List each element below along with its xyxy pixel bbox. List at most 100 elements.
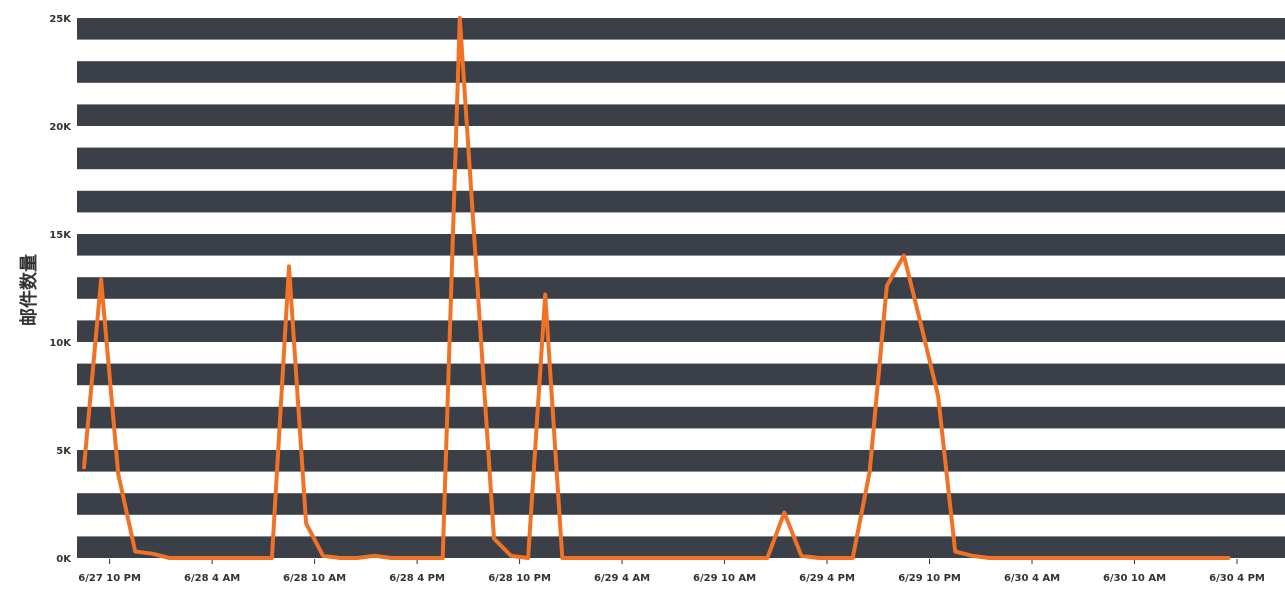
grid-band xyxy=(77,61,1285,83)
y-tick-label: 20K xyxy=(49,122,72,133)
grid-band xyxy=(77,320,1285,342)
data-point xyxy=(732,557,734,559)
grid-band xyxy=(77,190,1285,213)
x-tick-label: 6/28 10 AM xyxy=(283,573,346,584)
data-point xyxy=(134,550,137,553)
grid-band xyxy=(77,18,1285,40)
data-point xyxy=(817,557,820,559)
data-point xyxy=(493,537,495,540)
data-point xyxy=(1091,557,1093,559)
data-point xyxy=(544,293,546,296)
data-point xyxy=(561,557,564,559)
data-point xyxy=(783,511,786,514)
x-tick-label: 6/27 10 PM xyxy=(78,573,141,584)
data-point xyxy=(339,557,342,559)
data-point xyxy=(254,557,256,559)
y-tick-label: 15K xyxy=(49,230,72,241)
data-point xyxy=(1073,557,1076,559)
grid-band xyxy=(77,450,1285,472)
data-point xyxy=(886,285,888,287)
data-point xyxy=(612,557,615,559)
grid-band xyxy=(77,363,1285,386)
data-point xyxy=(219,557,222,559)
data-point xyxy=(971,555,974,557)
y-tick-label: 0K xyxy=(56,554,72,565)
data-point xyxy=(851,557,854,559)
y-tick-label: 5K xyxy=(56,446,72,457)
data-point xyxy=(749,557,751,559)
data-point xyxy=(527,557,529,559)
data-point xyxy=(441,557,444,559)
y-tick-label: 10K xyxy=(49,338,72,349)
data-point xyxy=(1022,557,1025,559)
data-point xyxy=(117,472,119,475)
x-tick-label: 6/28 10 PM xyxy=(488,573,551,584)
data-point xyxy=(834,557,837,559)
data-point xyxy=(800,555,803,557)
series-group xyxy=(82,16,1231,560)
data-point xyxy=(1039,557,1042,559)
x-tick-label: 6/30 4 AM xyxy=(1004,573,1060,584)
data-point xyxy=(185,557,188,559)
data-point xyxy=(920,323,922,326)
data-point xyxy=(322,555,324,557)
data-point xyxy=(1056,557,1059,559)
grid-band xyxy=(77,536,1285,558)
grid-bands xyxy=(77,18,1285,558)
data-point xyxy=(236,557,239,559)
data-point xyxy=(271,557,273,559)
data-point xyxy=(988,557,991,559)
data-point xyxy=(578,557,581,559)
grid-band xyxy=(77,406,1285,429)
x-tick-label: 6/30 4 PM xyxy=(1209,573,1265,584)
x-tick-label: 6/28 4 PM xyxy=(389,573,445,584)
y-tick-label: 25K xyxy=(49,14,72,25)
data-point xyxy=(663,557,666,559)
data-point xyxy=(629,557,632,559)
data-point xyxy=(83,466,85,469)
data-point xyxy=(681,557,683,559)
data-point xyxy=(595,557,598,559)
grid-band xyxy=(77,234,1285,256)
x-tick-label: 6/28 4 AM xyxy=(184,573,240,584)
x-tick-label: 6/29 10 AM xyxy=(693,573,756,584)
data-point xyxy=(1142,557,1144,559)
data-point xyxy=(390,557,393,559)
x-tick-label: 6/29 10 PM xyxy=(898,573,961,584)
data-point xyxy=(1176,557,1179,559)
data-point xyxy=(288,265,290,268)
data-point xyxy=(476,276,478,279)
grid-band xyxy=(77,147,1285,170)
data-point xyxy=(715,557,717,559)
data-point xyxy=(698,557,700,559)
data-point xyxy=(202,557,205,559)
data-point xyxy=(1159,557,1161,559)
series-line xyxy=(82,16,1231,560)
data-point xyxy=(458,17,461,19)
x-tick-label: 6/29 4 AM xyxy=(594,573,650,584)
data-point xyxy=(1125,557,1127,559)
data-point xyxy=(903,254,905,257)
data-point xyxy=(407,557,410,559)
data-point xyxy=(646,557,649,559)
data-point xyxy=(1193,557,1196,559)
data-point xyxy=(954,550,956,553)
data-point xyxy=(151,552,154,555)
data-point xyxy=(356,557,359,559)
data-point xyxy=(1108,557,1110,559)
data-point xyxy=(424,557,427,559)
grid-band xyxy=(77,277,1285,299)
x-tick-label: 6/30 10 AM xyxy=(1103,573,1166,584)
data-point xyxy=(766,557,769,559)
data-point xyxy=(1210,557,1213,559)
data-point xyxy=(168,557,171,559)
data-point xyxy=(1227,557,1230,559)
data-point xyxy=(868,470,871,473)
grid-band xyxy=(77,493,1285,515)
data-point xyxy=(373,555,376,557)
data-point xyxy=(510,555,512,557)
y-axis: 0K 5K 10K 15K 20K 25K xyxy=(49,14,72,565)
data-point xyxy=(100,278,102,281)
x-axis: 6/27 10 PM 6/28 4 AM 6/28 10 AM 6/28 4 PM 6/… xyxy=(78,559,1265,584)
